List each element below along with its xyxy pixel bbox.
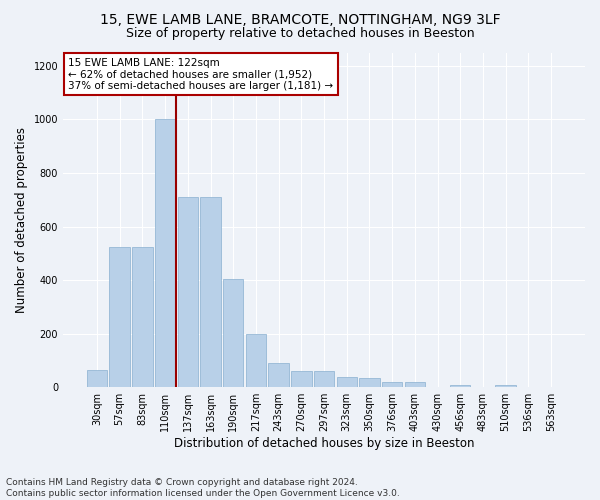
Bar [155,120,175,387]
Bar [337,378,357,387]
Bar [450,384,470,387]
Text: Contains HM Land Registry data © Crown copyright and database right 2024.
Contai: Contains HM Land Registry data © Crown c… [6,478,400,498]
Bar [314,371,334,387]
Bar [223,279,244,387]
X-axis label: Distribution of detached houses by size in Beeston: Distribution of detached houses by size … [174,437,474,450]
Bar [178,197,198,387]
Bar [291,371,311,387]
Bar [245,334,266,387]
Bar [87,370,107,387]
Y-axis label: Number of detached properties: Number of detached properties [15,127,28,313]
Bar [382,382,403,387]
Bar [404,382,425,387]
Text: Size of property relative to detached houses in Beeston: Size of property relative to detached ho… [125,28,475,40]
Bar [109,246,130,387]
Bar [132,246,152,387]
Bar [268,363,289,387]
Text: 15, EWE LAMB LANE, BRAMCOTE, NOTTINGHAM, NG9 3LF: 15, EWE LAMB LANE, BRAMCOTE, NOTTINGHAM,… [100,12,500,26]
Bar [200,197,221,387]
Text: 15 EWE LAMB LANE: 122sqm
← 62% of detached houses are smaller (1,952)
37% of sem: 15 EWE LAMB LANE: 122sqm ← 62% of detach… [68,58,334,90]
Bar [496,384,516,387]
Bar [359,378,380,387]
